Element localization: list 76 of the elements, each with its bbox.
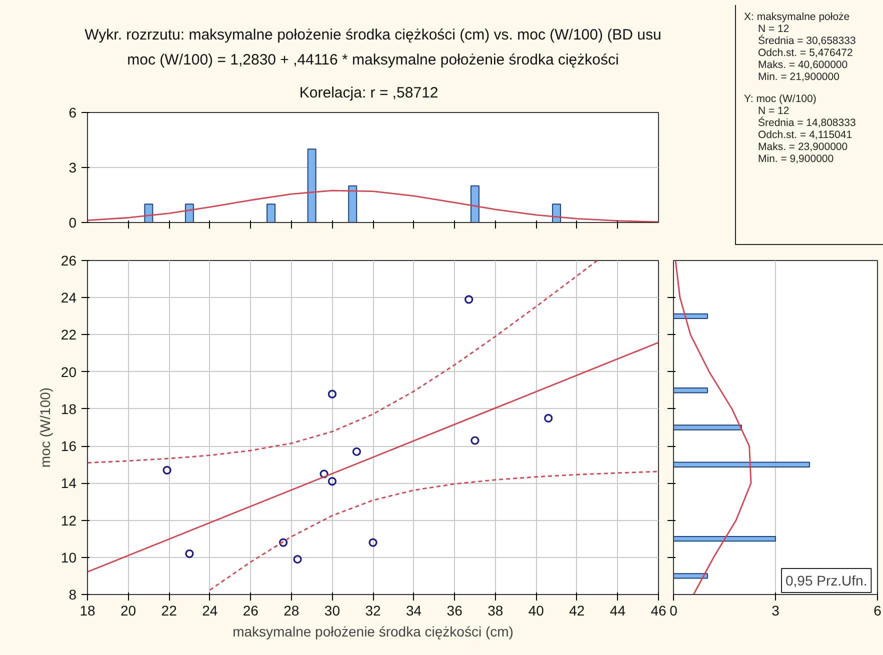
y-tick-label: 26 xyxy=(60,252,77,268)
line-series xyxy=(209,470,658,591)
bar xyxy=(552,204,562,222)
y-tick-label: 6 xyxy=(68,104,77,120)
x-tick-label: 6 xyxy=(874,602,882,618)
x-tick-label: 0 xyxy=(670,602,678,618)
x-tick-label: 18 xyxy=(80,602,96,618)
bar xyxy=(266,204,276,222)
y-tick-label: 24 xyxy=(60,290,77,306)
bar xyxy=(470,185,480,222)
point xyxy=(328,477,337,486)
x-tick-label: 20 xyxy=(120,602,136,618)
text: Min. = 21,900000 xyxy=(758,71,840,83)
bar xyxy=(674,573,708,579)
point xyxy=(320,470,328,478)
bar xyxy=(184,204,194,222)
text: Odch.st. = 4,115041 xyxy=(758,129,854,141)
x-tick-label: 40 xyxy=(528,602,544,618)
bar xyxy=(674,388,708,394)
y-tick-label: 20 xyxy=(60,364,77,380)
y-tick-label: 14 xyxy=(60,475,77,492)
text: Korelacja: r = ,58712 xyxy=(299,84,438,102)
y-tick-label: 10 xyxy=(60,549,77,566)
y-tick-label: 3 xyxy=(68,160,77,176)
annotation: 0,95 Prz.Ufn. xyxy=(786,572,868,588)
bar xyxy=(674,424,742,430)
bar xyxy=(348,185,358,222)
x-tick-label: 22 xyxy=(161,602,178,618)
point xyxy=(352,447,361,456)
x-tick-label: 28 xyxy=(284,602,300,618)
x-tick-label: 36 xyxy=(446,602,463,618)
bar xyxy=(144,204,154,222)
point xyxy=(470,436,480,445)
text: Odch.st. = 5,476472 xyxy=(758,47,854,59)
point xyxy=(544,414,553,423)
bar xyxy=(307,148,316,222)
chart-title: Wykr. rozrzutu: maksymalne położenie środka ciężkości (cm) vs. moc (W/100) (BD usu xyxy=(84,26,662,44)
text: Średnia = 30,658333 xyxy=(758,35,856,47)
x-tick-label: 46 xyxy=(650,602,666,618)
y-tick-label: 16 xyxy=(60,438,77,454)
x-tick-label: 26 xyxy=(242,602,259,618)
text: X: maksymalne położe xyxy=(744,11,851,23)
chart-subtitle: moc (W/100) = 1,2830 + ,44116 * maksymalne położenie środka ciężkości xyxy=(127,52,619,68)
bar xyxy=(674,313,708,320)
point xyxy=(162,466,172,474)
text: Y: moc (W/100) xyxy=(744,93,818,105)
point xyxy=(278,538,288,547)
x-axis-title: maksymalne położenie środka ciężkości (cm) xyxy=(232,624,514,640)
y-tick-label: 0 xyxy=(68,214,77,230)
point xyxy=(368,538,378,547)
text: Maks. = 40,600000 xyxy=(758,59,849,71)
point xyxy=(328,390,337,398)
bar xyxy=(674,536,776,542)
text: Min. = 9,900000 xyxy=(758,153,835,165)
text: N = 12 xyxy=(758,23,790,35)
y-tick-label: 12 xyxy=(60,512,77,528)
point xyxy=(185,549,194,558)
x-tick-label: 34 xyxy=(406,602,422,618)
text: Średnia = 14,808333 xyxy=(758,117,856,129)
y-tick-label: 8 xyxy=(68,586,77,602)
text: Maks. = 23,900000 xyxy=(758,141,849,153)
x-tick-label: 32 xyxy=(365,602,381,618)
line-series xyxy=(88,260,598,464)
point xyxy=(464,295,474,304)
y-tick-label: 18 xyxy=(60,400,77,417)
x-tick-label: 42 xyxy=(569,602,585,618)
x-tick-label: 3 xyxy=(772,602,780,618)
bar xyxy=(674,462,810,468)
point xyxy=(293,554,302,564)
y-tick-label: 22 xyxy=(60,326,77,343)
x-tick-label: 30 xyxy=(324,602,340,618)
x-tick-label: 24 xyxy=(202,602,218,618)
x-tick-label: 44 xyxy=(610,602,626,618)
text: N = 12 xyxy=(758,105,790,117)
y-axis-title: moc (W/100) xyxy=(36,387,53,468)
x-tick-label: 38 xyxy=(488,602,504,618)
